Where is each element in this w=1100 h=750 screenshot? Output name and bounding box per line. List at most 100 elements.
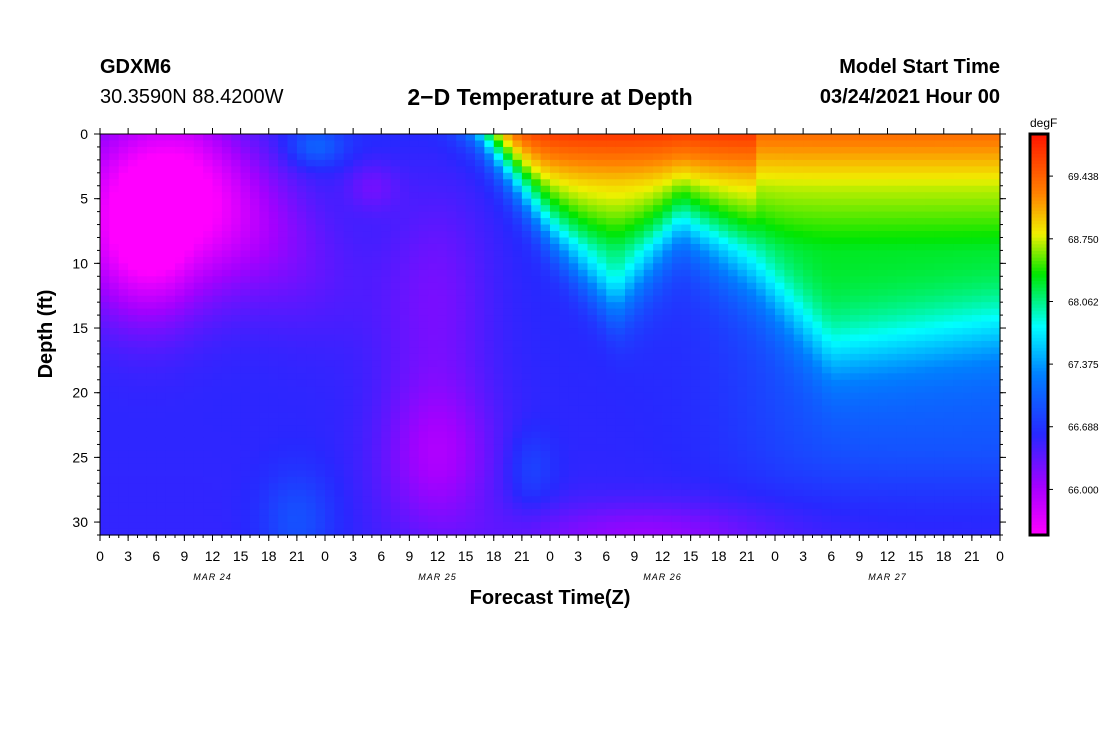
heatmap-cell: [784, 412, 795, 420]
heatmap-cell: [221, 134, 232, 142]
heatmap-cell: [315, 185, 326, 193]
heatmap-cell: [465, 470, 476, 478]
heatmap-cell: [231, 502, 242, 510]
heatmap-cell: [268, 224, 279, 232]
heatmap-cell: [831, 522, 842, 530]
heatmap-cell: [409, 457, 420, 465]
heatmap-cell: [728, 399, 739, 407]
heatmap-cell: [175, 224, 185, 232]
heatmap-cell: [353, 418, 364, 426]
heatmap-cell: [831, 483, 842, 491]
heatmap-cell: [184, 185, 195, 193]
heatmap-cell: [765, 224, 776, 232]
heatmap-cell: [718, 328, 729, 336]
heatmap-cell: [662, 159, 673, 167]
heatmap-cell: [578, 276, 589, 284]
heatmap-cell: [578, 295, 589, 303]
heatmap-cell: [615, 243, 626, 252]
heatmap-cell: [700, 243, 710, 252]
heatmap-cell: [446, 263, 457, 271]
heatmap-cell: [371, 276, 382, 284]
heatmap-cell: [221, 412, 232, 420]
heatmap-cell: [840, 366, 851, 374]
heatmap-cell: [606, 289, 617, 297]
heatmap-cell: [662, 399, 673, 407]
heatmap-cell: [540, 218, 551, 226]
heatmap-cell: [418, 211, 429, 219]
heatmap-cell: [493, 276, 504, 284]
heatmap-cell: [221, 444, 232, 452]
heatmap-cell: [681, 134, 692, 142]
heatmap-cell: [287, 528, 298, 536]
heatmap-cell: [128, 250, 139, 258]
heatmap-cell: [400, 334, 410, 342]
heatmap-cell: [681, 231, 692, 239]
heatmap-cell: [831, 218, 842, 226]
heatmap-cell: [184, 347, 195, 355]
heatmap-cell: [100, 392, 110, 400]
heatmap-cell: [831, 457, 842, 465]
heatmap-cell: [306, 224, 317, 232]
heatmap-cell: [325, 179, 335, 187]
heatmap-cell: [146, 405, 157, 413]
heatmap-cell: [840, 282, 851, 290]
heatmap-cell: [681, 185, 692, 193]
heatmap-cell: [400, 431, 410, 439]
heatmap-cell: [775, 528, 785, 536]
heatmap-cell: [606, 302, 617, 310]
heatmap-cell: [512, 340, 523, 349]
heatmap-cell: [531, 405, 542, 413]
heatmap-cell: [231, 340, 242, 349]
heatmap-cell: [531, 489, 542, 497]
heatmap-cell: [615, 366, 626, 374]
heatmap-cell: [793, 172, 804, 180]
heatmap-cell: [325, 457, 335, 465]
heatmap-cell: [409, 399, 420, 407]
heatmap-cell: [737, 185, 748, 193]
heatmap-cell: [381, 276, 392, 284]
heatmap-cell: [137, 457, 148, 465]
heatmap-cell: [634, 399, 645, 407]
heatmap-cell: [671, 192, 682, 200]
heatmap-cell: [765, 179, 776, 187]
heatmap-cell: [587, 353, 598, 361]
heatmap-cell: [643, 250, 654, 258]
heatmap-cell: [456, 502, 467, 510]
heatmap-cell: [596, 334, 607, 342]
heatmap-cell: [278, 315, 289, 323]
heatmap-cell: [831, 528, 842, 536]
heatmap-cell: [540, 146, 551, 155]
heatmap-cell: [671, 185, 682, 193]
heatmap-cell: [521, 528, 532, 536]
heatmap-cell: [418, 218, 429, 226]
heatmap-cell: [840, 205, 851, 213]
heatmap-cell: [465, 172, 476, 180]
heatmap-cell: [578, 185, 589, 193]
heatmap-cell: [456, 295, 467, 303]
heatmap-cell: [615, 457, 626, 465]
heatmap-cell: [418, 386, 429, 394]
heatmap-cell: [559, 450, 570, 458]
heatmap-cell: [634, 522, 645, 530]
heatmap-cell: [109, 243, 120, 252]
heatmap-cell: [606, 153, 617, 161]
heatmap-cell: [484, 502, 495, 510]
heatmap-cell: [212, 166, 223, 174]
heatmap-cell: [193, 146, 204, 155]
heatmap-cell: [493, 315, 504, 323]
heatmap-cell: [756, 153, 767, 161]
heatmap-cell: [643, 463, 654, 471]
heatmap-cell: [240, 489, 251, 497]
heatmap-cell: [493, 289, 504, 297]
heatmap-cell: [221, 418, 232, 426]
heatmap-cell: [362, 522, 373, 530]
heatmap-cell: [690, 218, 701, 226]
heatmap-cell: [390, 366, 401, 374]
heatmap-cell: [400, 295, 410, 303]
heatmap-cell: [521, 263, 532, 271]
heatmap-cell: [371, 392, 382, 400]
heatmap-cell: [737, 269, 748, 277]
heatmap-cell: [831, 159, 842, 167]
heatmap-cell: [812, 379, 823, 387]
heatmap-cell: [662, 528, 673, 536]
